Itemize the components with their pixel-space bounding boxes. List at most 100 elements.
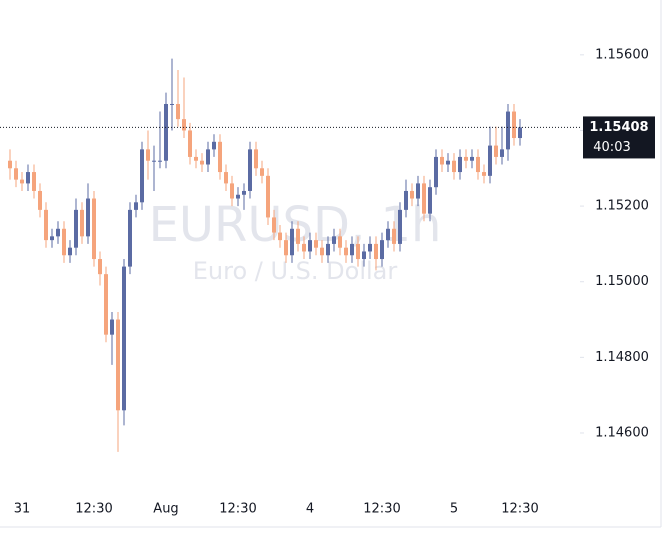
candle-body xyxy=(74,209,78,248)
x-tick-label: 12:30 xyxy=(363,502,400,517)
candle-body xyxy=(482,172,486,176)
candle-body xyxy=(410,190,414,199)
x-tick-label: Aug xyxy=(153,502,178,517)
candle-body xyxy=(20,179,24,184)
candle-body xyxy=(248,149,252,191)
candle-body xyxy=(350,243,354,256)
candle-body xyxy=(284,240,288,256)
candle-body xyxy=(140,149,144,203)
candle-body xyxy=(314,240,318,248)
candle-body xyxy=(494,145,498,157)
candle-body xyxy=(26,172,30,184)
y-tick-label: 1.14600 xyxy=(595,425,649,440)
candle-body xyxy=(374,243,378,260)
candle-body xyxy=(164,103,168,161)
candle-body xyxy=(308,240,312,252)
candle-body xyxy=(110,319,114,335)
candle-body xyxy=(230,183,234,199)
candle-body xyxy=(386,228,390,241)
candle-body xyxy=(80,209,84,237)
candle-body xyxy=(194,156,198,161)
candle-body xyxy=(434,156,438,188)
candle-body xyxy=(428,187,432,214)
candle-body xyxy=(14,168,18,180)
candle-body xyxy=(518,127,522,139)
candle-body xyxy=(338,236,342,248)
candle-body xyxy=(296,228,300,244)
candle-body xyxy=(440,156,444,165)
candle-body xyxy=(368,243,372,252)
candle-body xyxy=(302,243,306,252)
candle-body xyxy=(104,274,108,335)
candle-body xyxy=(290,228,294,256)
watermark-title: EURUSD, 1h xyxy=(149,197,442,253)
candle-body xyxy=(332,236,336,244)
candle-body xyxy=(422,183,426,214)
candle-body xyxy=(152,160,156,162)
candle-body xyxy=(326,243,330,256)
candle-body xyxy=(458,156,462,173)
x-tick-label: 5 xyxy=(450,502,458,517)
candle-body xyxy=(506,111,510,150)
candle-body xyxy=(182,119,186,131)
candle-body xyxy=(272,217,276,233)
candle-body xyxy=(8,160,12,169)
candle-body xyxy=(116,319,120,411)
candle-body xyxy=(488,145,492,176)
candle-body xyxy=(266,175,270,218)
candle-body xyxy=(170,103,174,105)
candle-body xyxy=(92,198,96,260)
candle-body xyxy=(128,209,132,267)
candle-body xyxy=(446,160,450,165)
candle-body xyxy=(158,160,162,162)
candle-body xyxy=(188,130,192,157)
candle-body xyxy=(320,247,324,256)
x-tick-label: 4 xyxy=(306,502,314,517)
last-price-label: 1.15408 xyxy=(589,120,648,135)
candle-body xyxy=(398,209,402,244)
candle-body xyxy=(380,240,384,260)
candle-body xyxy=(134,202,138,210)
candle-body xyxy=(122,266,126,411)
candle-body xyxy=(404,190,408,210)
countdown-label: 40:03 xyxy=(593,140,630,155)
y-tick-label: 1.15000 xyxy=(595,274,649,289)
last-price-box xyxy=(583,116,655,159)
candle-body xyxy=(254,149,258,169)
candle-body xyxy=(32,172,36,191)
candle-body xyxy=(218,141,222,173)
candle-body xyxy=(476,156,480,173)
candle-body xyxy=(212,141,216,150)
candle-body xyxy=(62,228,66,256)
x-tick-label: 12:30 xyxy=(501,502,538,517)
candle-body xyxy=(86,198,90,237)
candle-body xyxy=(470,156,474,161)
candle-body xyxy=(500,149,504,157)
candle-body xyxy=(224,172,228,184)
candle-body xyxy=(278,232,282,241)
x-tick-label: 12:30 xyxy=(75,502,112,517)
candle-body xyxy=(452,160,456,173)
candle-body xyxy=(200,160,204,165)
candle-body xyxy=(44,209,48,241)
candle-body xyxy=(362,251,366,260)
candle-body xyxy=(98,259,102,275)
candle-body xyxy=(416,183,420,199)
y-tick-label: 1.15600 xyxy=(595,47,649,62)
candle-body xyxy=(56,228,60,237)
candle-body xyxy=(50,236,54,241)
candle-body xyxy=(512,111,516,139)
candle-body xyxy=(236,194,240,199)
x-tick-label: 31 xyxy=(14,502,31,517)
candle-body xyxy=(356,243,360,260)
y-tick-label: 1.14800 xyxy=(595,350,649,365)
candle-body xyxy=(344,247,348,256)
candle-body xyxy=(38,190,42,210)
candle-body xyxy=(464,156,468,161)
y-tick-label: 1.15200 xyxy=(595,199,649,214)
candle-body xyxy=(176,103,180,120)
x-tick-label: 12:30 xyxy=(219,502,256,517)
candle-body xyxy=(146,149,150,161)
watermark-subtitle: Euro / U.S. Dollar xyxy=(193,257,398,285)
candle-body xyxy=(260,168,264,176)
